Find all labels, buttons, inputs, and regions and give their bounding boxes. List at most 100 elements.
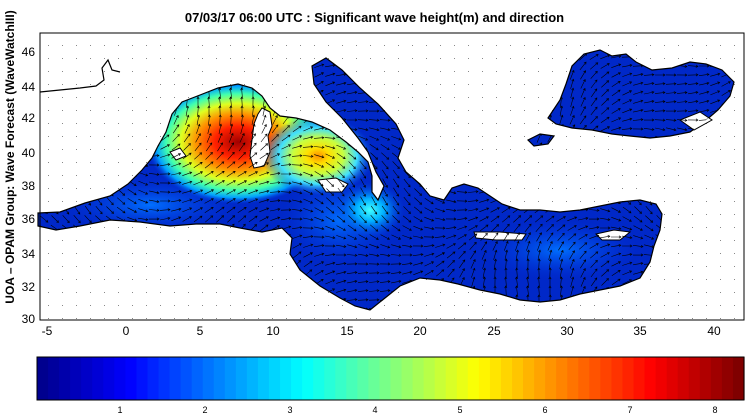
wave-direction-arrow: [171, 199, 182, 203]
wave-direction-arrow: [337, 206, 345, 215]
wave-direction-arrow: [336, 244, 347, 248]
colorbar-cell: [136, 357, 149, 400]
wave-direction-arrow: [580, 259, 587, 269]
wave-direction-arrow: [600, 116, 610, 124]
wave-direction-arrow: [645, 215, 654, 223]
wave-direction-arrow: [182, 207, 193, 213]
wave-direction-arrow: [633, 270, 644, 275]
wave-direction-arrow: [359, 215, 367, 224]
wave-direction-arrow: [149, 199, 160, 204]
wave-direction-arrow: [347, 224, 357, 232]
wave-direction-arrow: [314, 162, 325, 168]
wave-direction-arrow: [368, 280, 380, 284]
wave-direction-arrow: [590, 70, 598, 79]
wave-direction-arrow: [357, 271, 369, 275]
wave-direction-arrow: [182, 189, 193, 194]
colorbar-tick-label: 4: [372, 405, 377, 415]
colorbar-cell: [368, 357, 381, 400]
colorbar-cell: [721, 357, 734, 400]
wave-direction-arrow: [632, 244, 644, 248]
wave-direction-arrow: [270, 153, 281, 159]
wave-direction-arrow: [424, 216, 435, 222]
wave-direction-arrow: [336, 235, 347, 240]
wave-direction-arrow: [303, 252, 314, 258]
wave-direction-arrow: [676, 100, 688, 104]
wave-direction-arrow: [482, 276, 486, 288]
wave-direction-arrow: [654, 118, 666, 122]
wave-direction-arrow: [346, 109, 358, 113]
wave-direction-arrow: [160, 163, 171, 167]
wave-direction-arrow: [590, 106, 598, 116]
wave-direction-arrow: [569, 250, 575, 260]
wave-direction-arrow: [159, 181, 171, 185]
wave-direction-arrow: [347, 244, 358, 249]
wave-direction-arrow: [446, 243, 456, 249]
wave-direction-arrow: [172, 133, 180, 142]
wave-direction-arrow: [676, 73, 688, 77]
wave-direction-arrow: [204, 161, 214, 169]
wave-direction-arrow: [402, 235, 413, 240]
wave-direction-arrow: [325, 90, 336, 96]
wave-direction-arrow: [391, 224, 401, 232]
wave-direction-arrow: [633, 225, 643, 231]
wave-direction-arrow: [503, 232, 509, 242]
wave-direction-arrow: [160, 199, 171, 203]
wave-direction-arrow: [559, 276, 563, 288]
wave-direction-arrow: [537, 258, 541, 270]
colorbar-cell: [92, 357, 104, 400]
wave-direction-arrow: [261, 123, 267, 134]
wave-direction-arrow: [303, 135, 314, 140]
wave-direction-arrow: [590, 268, 598, 278]
wave-direction-arrow: [358, 127, 369, 132]
wave-direction-arrow: [324, 253, 336, 257]
wave-direction-arrow: [337, 170, 345, 179]
wave-direction-arrow: [260, 133, 268, 143]
wave-direction-arrow: [665, 82, 677, 86]
wave-direction-arrow: [570, 78, 575, 89]
wave-direction-arrow: [601, 89, 609, 97]
wave-direction-arrow: [413, 270, 424, 276]
wave-direction-arrow: [537, 267, 541, 279]
wave-direction-arrow: [578, 216, 589, 221]
colorbar-cell: [158, 357, 171, 400]
wave-direction-arrow: [569, 69, 575, 80]
wave-direction-arrow: [347, 152, 357, 160]
wave-direction-arrow: [249, 152, 258, 160]
wave-direction-arrow: [193, 198, 204, 204]
wave-direction-arrow: [589, 234, 600, 239]
wave-direction-arrow: [248, 198, 259, 204]
cyprus-island: [595, 229, 632, 241]
wave-direction-arrow: [292, 190, 303, 195]
wave-direction-arrow: [196, 96, 200, 107]
wave-direction-arrow: [665, 118, 677, 122]
wave-direction-arrow: [379, 262, 391, 266]
wave-direction-arrow: [183, 143, 191, 151]
wave-direction-arrow: [218, 96, 222, 108]
wave-direction-arrow: [229, 114, 233, 126]
wave-direction-arrow: [251, 105, 255, 117]
wave-direction-arrow: [435, 243, 446, 248]
wave-direction-arrow: [193, 161, 203, 168]
wave-direction-arrow: [138, 180, 149, 186]
wave-direction-arrow: [281, 172, 292, 176]
wave-direction-arrow: [579, 61, 587, 71]
wave-direction-arrow: [536, 232, 542, 242]
wave-direction-arrow: [588, 208, 600, 212]
wave-direction-arrow: [622, 226, 633, 231]
wave-direction-arrow: [348, 196, 356, 206]
lon-tick-label: 25: [487, 324, 501, 338]
wave-direction-arrow: [402, 270, 413, 275]
wave-direction-arrow: [391, 280, 402, 284]
wave-direction-arrow: [611, 226, 622, 231]
colorbar-cell: [291, 357, 303, 400]
wave-direction-arrow: [687, 64, 699, 68]
wave-direction-arrow: [479, 224, 489, 232]
wave-direction-arrow: [336, 288, 347, 293]
wave-direction-arrow: [228, 142, 235, 152]
wave-direction-arrow: [240, 87, 244, 99]
colorbar-cell: [699, 357, 712, 400]
wave-direction-arrow: [248, 171, 259, 177]
wave-direction-arrow: [655, 73, 666, 77]
wave-direction-arrow: [204, 180, 214, 186]
wave-direction-arrow: [424, 226, 435, 231]
